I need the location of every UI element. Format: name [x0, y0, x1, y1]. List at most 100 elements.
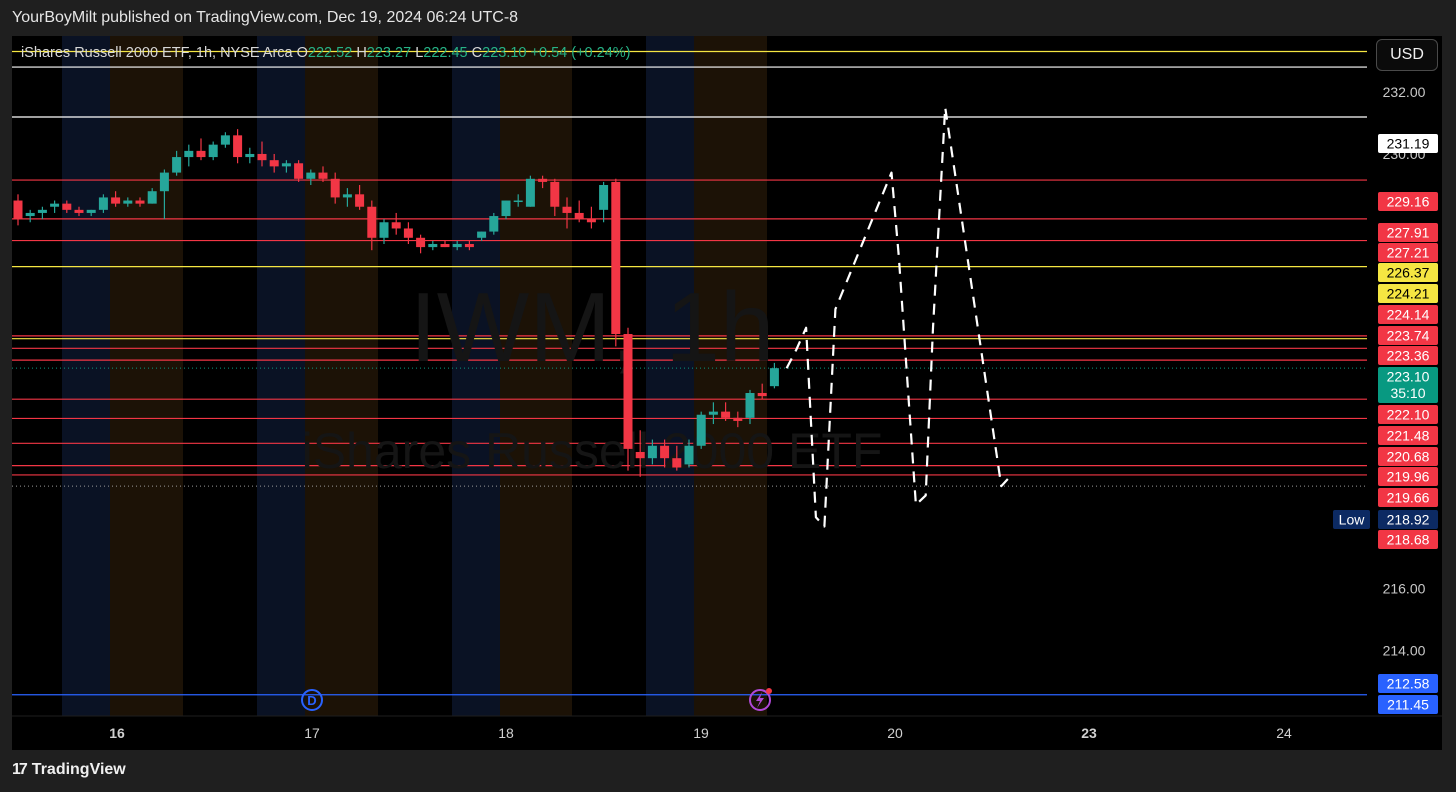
price-tick-label: 214.00	[1383, 643, 1426, 659]
price-badge	[1378, 674, 1438, 693]
candle-body	[489, 216, 499, 232]
candle-body	[98, 197, 108, 210]
candle-body	[464, 243, 474, 248]
low-tag-badge	[1333, 510, 1370, 529]
candle-body	[611, 181, 621, 335]
candle-body	[62, 203, 72, 210]
candle-body	[196, 150, 206, 158]
time-tick-label: 23	[1081, 725, 1097, 741]
price-badge-label: 220.68	[1387, 449, 1430, 465]
candle-body	[538, 178, 548, 182]
candle-body	[208, 144, 218, 158]
news-lightning-icon	[749, 689, 771, 711]
price-badge-label: 231.19	[1387, 136, 1430, 152]
watermark: IWM, 1h iShares Russell 2000 ETF	[302, 272, 883, 479]
candle-body	[721, 411, 731, 418]
candle-body	[757, 393, 767, 397]
price-badge-label: 224.14	[1387, 307, 1430, 323]
price-badge	[1378, 284, 1438, 303]
session-band	[694, 36, 767, 716]
candle-body	[452, 243, 462, 248]
session-band	[500, 36, 572, 716]
price-badge	[1378, 134, 1438, 153]
legend-change: +0.54 (+0.24%)	[530, 45, 631, 61]
price-tick-label: 216.00	[1383, 581, 1426, 597]
candle-body	[403, 228, 413, 238]
time-axis: 16 17 18 19 20 23 24	[12, 715, 1442, 741]
session-bands	[62, 36, 767, 716]
price-badge-label: 223.10	[1387, 369, 1430, 385]
projection-path	[785, 106, 1011, 528]
price-badge	[1378, 510, 1438, 529]
price-badge-label: 224.21	[1387, 286, 1430, 302]
candle-body	[477, 231, 487, 238]
time-tick-label: 18	[498, 725, 514, 741]
time-tick-label: 19	[693, 725, 709, 741]
candle-body	[269, 160, 279, 167]
candle-body	[513, 200, 523, 203]
price-badge-label: 211.45	[1387, 697, 1429, 713]
candle-body	[13, 200, 23, 220]
price-badge-label: 227.91	[1387, 225, 1430, 241]
symbol-legend: iShares Russell 2000 ETF, 1h, NYSE Arca …	[21, 45, 631, 61]
candle-body	[257, 153, 267, 161]
price-badge	[1378, 192, 1438, 211]
candle-body	[574, 212, 584, 220]
candle-body	[159, 172, 169, 192]
candle-body	[391, 222, 401, 229]
price-badge-label: 226.37	[1387, 265, 1430, 281]
candle-body	[50, 203, 60, 207]
chart-panel[interactable]: IWM, 1h iShares Russell 2000 ETF 232.00 23…	[12, 36, 1442, 750]
candle-body	[330, 178, 340, 198]
candle-body	[25, 212, 35, 217]
session-band	[110, 36, 183, 716]
time-tick-label: 24	[1276, 725, 1292, 741]
publisher-credit: YourBoyMilt published on TradingView.com…	[12, 9, 519, 26]
session-band	[452, 36, 500, 716]
price-badge-label: 223.74	[1387, 328, 1430, 344]
candle-body	[74, 209, 84, 213]
price-chart[interactable]: IWM, 1h iShares Russell 2000 ETF 232.00 23…	[12, 36, 1442, 750]
price-badge-label: 219.66	[1387, 490, 1430, 506]
candlesticks	[13, 129, 779, 477]
candle-body	[440, 243, 450, 248]
candle-body	[586, 219, 596, 223]
candle-body	[708, 411, 718, 415]
price-badge	[1378, 426, 1438, 445]
candle-body	[416, 237, 426, 248]
tradingview-logo[interactable]: 17 TradingView	[12, 761, 126, 779]
candle-body	[147, 191, 157, 204]
candle-body	[123, 200, 133, 204]
dividend-marker-icon	[301, 689, 323, 711]
candle-body	[428, 243, 438, 248]
candle-body	[647, 445, 657, 459]
price-badge	[1378, 346, 1438, 365]
candle-body	[635, 451, 645, 459]
candle-body	[525, 178, 535, 207]
tradingview-logo-text: TradingView	[31, 761, 126, 778]
candle-body	[562, 206, 572, 213]
candle-body	[367, 206, 377, 238]
candle-body	[135, 200, 145, 204]
candle-body	[86, 209, 96, 213]
currency-button[interactable]: USD	[1376, 39, 1438, 71]
price-badge	[1378, 530, 1438, 549]
lightning-bolt-icon	[756, 692, 764, 708]
price-badge-label: 218.92	[1387, 512, 1430, 528]
price-badge	[1378, 695, 1438, 714]
candle-body	[684, 445, 694, 465]
candle-body	[355, 194, 365, 207]
legend-title: iShares Russell 2000 ETF, 1h, NYSE Arca	[21, 45, 293, 61]
candle-body	[306, 172, 316, 179]
candle-body	[184, 150, 194, 158]
session-band	[305, 36, 378, 716]
watermark-symbol: IWM, 1h	[410, 272, 775, 382]
notification-dot-icon	[766, 688, 772, 694]
candle-body	[294, 163, 304, 179]
price-badge-countdown: 35:10	[1390, 385, 1425, 401]
time-tick-label: 16	[109, 725, 125, 741]
price-badge-label: 212.58	[1387, 676, 1430, 692]
candle-body	[733, 417, 743, 421]
legend-open: 222.52	[307, 45, 353, 61]
projection-dashed-line	[785, 106, 1011, 528]
